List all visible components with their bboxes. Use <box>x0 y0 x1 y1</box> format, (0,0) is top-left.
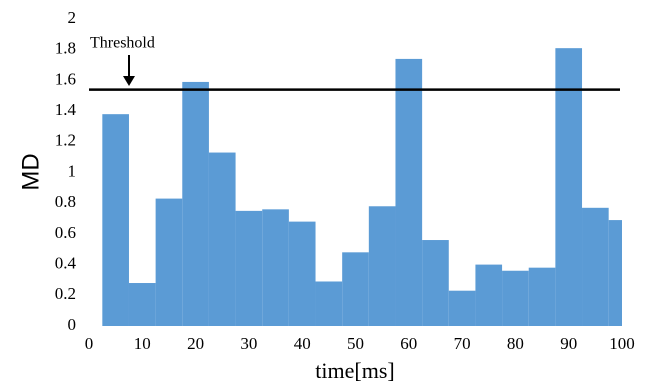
bar <box>102 114 129 326</box>
bar <box>288 221 316 326</box>
y-tick-label: 0.2 <box>55 284 76 303</box>
x-tick-label: 10 <box>134 334 151 353</box>
y-tick-label: 1.6 <box>55 69 76 88</box>
bars <box>102 48 622 326</box>
x-tick-label: 80 <box>507 334 524 353</box>
bar <box>475 264 503 326</box>
x-tick-label: 70 <box>454 334 471 353</box>
y-tick-label: 1.4 <box>55 100 77 119</box>
x-tick-label: 60 <box>400 334 417 353</box>
y-tick-label: 1.2 <box>55 131 76 150</box>
bar <box>582 207 609 326</box>
y-tick-label: 0.6 <box>55 223 76 242</box>
bar <box>315 281 343 326</box>
x-tick-label: 90 <box>560 334 577 353</box>
bar <box>182 81 209 326</box>
bar <box>128 283 156 326</box>
y-tick-label: 0 <box>68 315 77 334</box>
x-axis-label: time[ms] <box>315 358 394 383</box>
y-tick-label: 1 <box>68 161 77 180</box>
bar <box>342 252 369 326</box>
bar <box>528 267 556 326</box>
arrow-head <box>123 76 135 86</box>
bar <box>422 240 449 326</box>
x-tick-label: 20 <box>187 334 204 353</box>
bar <box>502 270 529 326</box>
x-tick-label: 0 <box>85 334 94 353</box>
y-tick-label: 2 <box>68 8 77 27</box>
bar <box>208 152 236 326</box>
y-tick-label: 0.4 <box>55 254 77 273</box>
bar <box>448 290 476 326</box>
bar <box>555 48 583 326</box>
y-tick-label: 1.8 <box>55 39 76 58</box>
y-axis-label: MD <box>17 153 44 190</box>
x-tick-label: 30 <box>240 334 257 353</box>
bar <box>608 220 622 326</box>
bar <box>235 210 263 326</box>
bar <box>395 58 423 326</box>
bar <box>155 198 183 326</box>
x-tick-label: 50 <box>347 334 364 353</box>
bar <box>368 206 396 326</box>
x-tick-label: 100 <box>609 334 635 353</box>
threshold-label: Threshold <box>90 35 155 52</box>
bar <box>262 209 289 326</box>
y-tick-label: 0.8 <box>55 192 76 211</box>
x-tick-label: 40 <box>294 334 311 353</box>
